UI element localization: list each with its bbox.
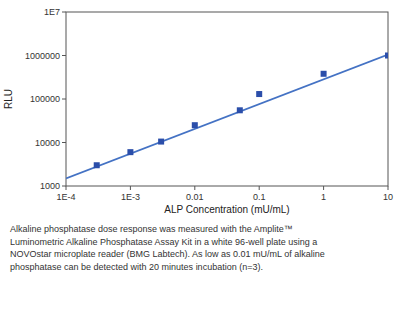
x-tick-label: 0.01 [186,192,204,202]
y-tick [62,99,66,100]
y-tick [62,186,66,187]
x-tick [130,186,131,190]
y-tick-label: 1000000 [25,51,60,61]
trend-line [66,55,388,179]
plot-area [66,53,388,179]
data-point [94,162,100,168]
y-tick [62,12,66,13]
caption-line: NOVOstar microplate reader (BMG Labtech)… [10,249,325,259]
y-tick-label: 10000 [35,138,60,148]
data-point [321,71,327,77]
y-tick-label: 100000 [30,94,60,104]
data-point [192,122,198,128]
y-tick [62,142,66,143]
y-tick-label: 1000 [40,181,60,191]
x-tick [323,186,324,190]
y-axis-label: RLU [3,89,14,109]
x-tick-label: 1E-3 [121,192,140,202]
x-tick [66,186,67,190]
caption-line: Alkaline phosphatase dose response was m… [10,224,293,234]
x-axis: 1E-4 1E-3 0.01 0.1 1 10 [56,186,393,202]
x-tick [194,186,195,190]
caption-line: phosphatase can be detected with 20 minu… [10,262,263,272]
x-tick-label: 0.1 [253,192,266,202]
data-point [127,149,133,155]
x-tick [259,186,260,190]
caption-line: Luminometric Alkaline Phosphatase Assay … [10,237,317,247]
y-tick [62,55,66,56]
x-tick-label: 1 [321,192,326,202]
data-point [385,53,388,59]
points [94,53,388,169]
x-tick [388,186,389,190]
data-point [256,91,262,97]
plot-frame [66,12,388,186]
x-tick-label: 1E-4 [56,192,75,202]
y-tick-label: 1E7 [44,7,60,17]
x-axis-label: ALP Concentration (mU/mL) [164,204,289,215]
y-axis: 1000 10000 100000 1000000 1E7 [25,7,66,191]
data-point [158,139,164,145]
caption: Alkaline phosphatase dose response was m… [10,224,325,272]
chart: 1E-4 1E-3 0.01 0.1 1 10 1000 10000 100000 1000000… [0,0,401,318]
data-point [237,107,243,113]
x-tick-label: 10 [383,192,393,202]
